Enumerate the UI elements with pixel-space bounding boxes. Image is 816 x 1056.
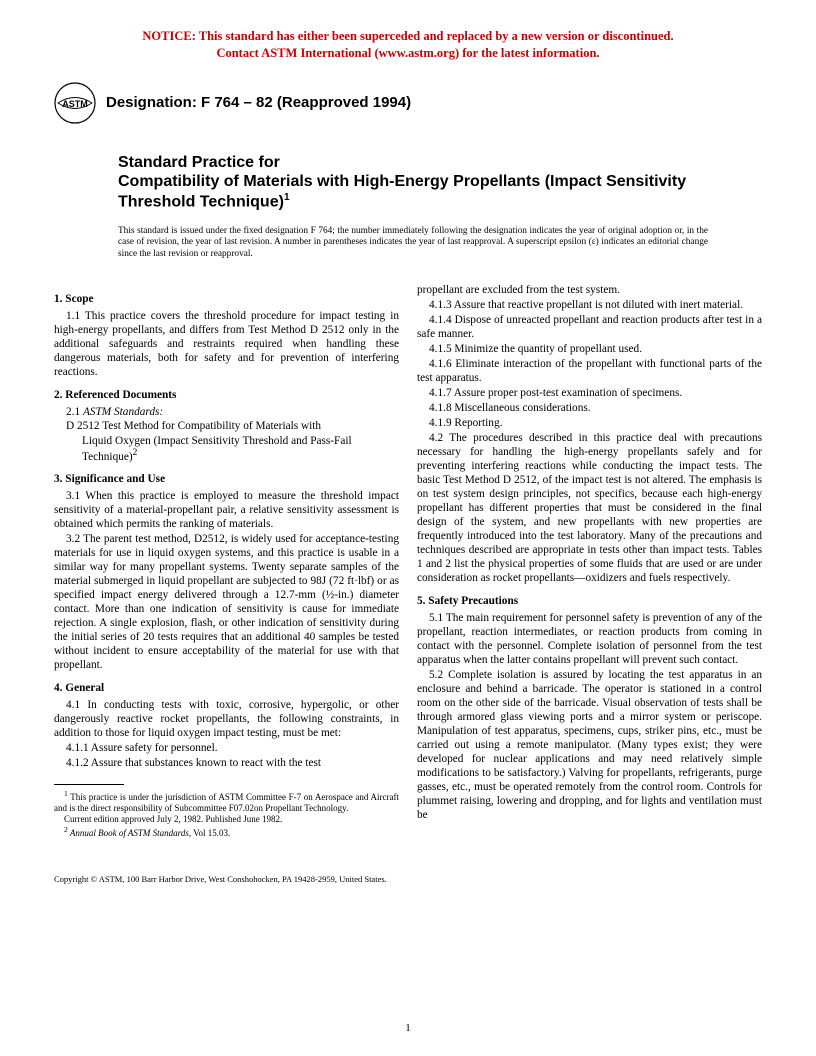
issuance-note: This standard is issued under the fixed … [118,226,708,261]
footnote-2: 2 Annual Book of ASTM Standards, Vol 15.… [54,825,399,839]
footnote-1: 1 This practice is under the jurisdictio… [54,789,399,814]
page-number: 1 [0,1022,816,1034]
title-main-text: Compatibility of Materials with High-Ene… [118,173,686,210]
para-3-1: 3.1 When this practice is employed to me… [54,489,399,531]
notice-line-1: NOTICE: This standard has either been su… [142,29,673,43]
designation-text: Designation: F 764 – 82 (Reapproved 1994… [106,94,411,111]
para-4-1-5: 4.1.5 Minimize the quantity of propellan… [417,342,762,356]
astm-logo-icon: ASTM [54,82,96,124]
para-1-1: 1.1 This practice covers the threshold p… [54,309,399,379]
para-2-1-ital: ASTM Standards: [83,406,163,418]
notice-banner: NOTICE: This standard has either been su… [54,28,762,62]
para-4-1-3: 4.1.3 Assure that reactive propellant is… [417,298,762,312]
section-2-heading: 2. Referenced Documents [54,388,399,402]
para-4-1-9: 4.1.9 Reporting. [417,416,762,430]
copyright-line: Copyright © ASTM, 100 Barr Harbor Drive,… [54,874,762,884]
designation-row: ASTM Designation: F 764 – 82 (Reapproved… [54,82,762,124]
para-5-1: 5.1 The main requirement for personnel s… [417,611,762,667]
para-4-1: 4.1 In conducting tests with toxic, corr… [54,698,399,740]
ref-d2512-sup: 2 [133,448,138,458]
section-4-heading: 4. General [54,681,399,695]
para-4-1-2: 4.1.2 Assure that substances known to re… [54,756,399,770]
section-5-heading: 5. Safety Precautions [417,594,762,608]
para-4-1-2-cont: propellant are excluded from the test sy… [417,283,762,297]
para-4-1-4: 4.1.4 Dispose of unreacted propellant an… [417,313,762,341]
para-4-1-8: 4.1.8 Miscellaneous considerations. [417,401,762,415]
footnote-rule [54,784,124,785]
right-column: propellant are excluded from the test sy… [417,283,762,839]
title-footnote-ref: 1 [284,192,290,203]
para-4-1-1: 4.1.1 Assure safety for personnel. [54,741,399,755]
notice-line-2: Contact ASTM International (www.astm.org… [216,46,599,60]
para-4-1-6: 4.1.6 Eliminate interaction of the prope… [417,357,762,385]
left-column: 1. Scope 1.1 This practice covers the th… [54,283,399,839]
para-4-1-7: 4.1.7 Assure proper post-test examinatio… [417,386,762,400]
footnote-1b: Current edition approved July 2, 1982. P… [54,814,399,825]
ref-d2512-b: Liquid Oxygen (Impact Sensitivity Thresh… [54,434,399,464]
footnote-2-rest: , Vol 15.03. [189,828,230,838]
section-3-heading: 3. Significance and Use [54,472,399,486]
para-5-2: 5.2 Complete isolation is assured by loc… [417,668,762,822]
title-main: Compatibility of Materials with High-Ene… [118,173,732,212]
svg-text:ASTM: ASTM [62,99,88,109]
title-block: Standard Practice for Compatibility of M… [118,154,732,212]
para-3-2: 3.2 The parent test method, D2512, is wi… [54,532,399,672]
ref-d2512-a: D 2512 Test Method for Compatibility of … [54,419,399,433]
body-columns: 1. Scope 1.1 This practice covers the th… [54,283,762,839]
para-2-1-num: 2.1 [66,406,83,418]
section-1-heading: 1. Scope [54,292,399,306]
footnote-2-ital: Annual Book of ASTM Standards [68,828,189,838]
para-2-1: 2.1 ASTM Standards: [54,405,399,419]
ref-d2512-b-text: Liquid Oxygen (Impact Sensitivity Thresh… [82,435,352,463]
title-prefix: Standard Practice for [118,154,732,173]
para-4-2: 4.2 The procedures described in this pra… [417,431,762,585]
footnote-1-text: This practice is under the jurisdiction … [54,792,399,813]
